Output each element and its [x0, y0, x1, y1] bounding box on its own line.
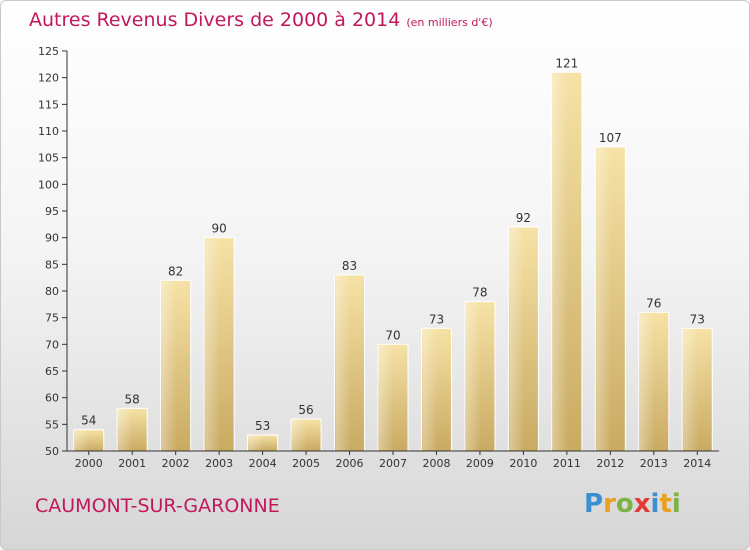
y-tick-label: 80 [45, 285, 59, 298]
bar-2002: 82 [160, 264, 192, 452]
logo-letter: o [615, 489, 634, 519]
bar-value-label: 73 [429, 312, 444, 326]
bar-2009: 78 [464, 286, 496, 452]
bar-highlight [465, 302, 481, 450]
bar-value-label: 121 [555, 56, 578, 70]
bar-highlight [161, 281, 177, 450]
bar-value-label: 78 [472, 286, 487, 300]
x-tick-label: 2007 [379, 457, 407, 470]
x-axis: 2000 2001 2002 2003 2004 2005 2006 2007 2008 2009… [67, 450, 719, 470]
x-tick-label: 2000 [75, 457, 103, 470]
bar-2000: 54 [73, 414, 105, 452]
bar-value-label: 70 [385, 328, 400, 342]
bars: 54 58 82 90 53 56 83 70 73 78 92 121 107 76 73 [73, 56, 713, 452]
y-tick-label: 120 [38, 72, 59, 85]
x-tick-label: 2001 [118, 457, 146, 470]
bar-value-label: 73 [690, 312, 705, 326]
bar-2011: 121 [551, 56, 583, 452]
y-tick-label: 115 [38, 98, 59, 111]
bar-highlight [422, 329, 438, 450]
bar-highlight [639, 313, 655, 450]
y-tick-label: 110 [38, 125, 59, 138]
bar-2008: 73 [420, 312, 452, 452]
x-tick-label: 2009 [466, 457, 494, 470]
x-tick-label: 2004 [249, 457, 277, 470]
y-tick-label: 125 [38, 45, 59, 58]
logo-letter: r [603, 489, 616, 519]
bar-highlight [292, 420, 308, 450]
x-tick-label: 2005 [292, 457, 320, 470]
bar-highlight [552, 73, 568, 450]
bar-highlight [118, 409, 134, 450]
y-tick-label: 50 [45, 445, 59, 458]
bar-value-label: 107 [599, 131, 622, 145]
x-tick-label: 2013 [640, 457, 668, 470]
y-tick-label: 60 [45, 392, 59, 405]
bar-value-label: 90 [211, 222, 226, 236]
bar-2014: 73 [681, 312, 713, 452]
y-tick-label: 70 [45, 338, 59, 351]
logo-letter: x [633, 489, 651, 519]
bar-value-label: 92 [516, 211, 531, 225]
x-tick-label: 2014 [683, 457, 711, 470]
bar-2006: 83 [334, 259, 366, 452]
y-tick-label: 100 [38, 178, 59, 191]
chart-unit: (en milliers d'€) [406, 16, 493, 29]
x-tick-label: 2010 [509, 457, 537, 470]
y-tick-label: 85 [45, 258, 59, 271]
y-tick-label: 105 [38, 152, 59, 165]
bar-highlight [335, 276, 351, 450]
y-tick-label: 75 [45, 312, 59, 325]
chart-title: Autres Revenus Divers de 2000 à 2014 [29, 9, 401, 31]
bar-2004: 53 [247, 419, 279, 452]
bar-value-label: 54 [81, 414, 96, 428]
x-tick-label: 2011 [553, 457, 581, 470]
bar-highlight [74, 430, 90, 450]
bar-2012: 107 [594, 131, 626, 452]
bar-highlight [683, 329, 699, 450]
bar-highlight [205, 238, 221, 450]
y-tick-label: 65 [45, 365, 59, 378]
y-tick-label: 95 [45, 205, 59, 218]
logo-letter: P [584, 489, 604, 519]
chart-title-group: Autres Revenus Divers de 2000 à 2014 (en … [29, 9, 493, 31]
x-tick-label: 2012 [596, 457, 624, 470]
y-tick-label: 90 [45, 232, 59, 245]
proxiti-logo: Proxiti [584, 489, 681, 519]
logo-letter: t [659, 489, 672, 519]
bar-value-label: 58 [125, 392, 140, 406]
bar-value-label: 56 [298, 403, 313, 417]
x-tick-label: 2008 [422, 457, 450, 470]
x-tick-label: 2006 [336, 457, 364, 470]
x-tick-label: 2003 [205, 457, 233, 470]
bar-value-label: 83 [342, 259, 357, 273]
bar-value-label: 76 [646, 296, 661, 310]
bar-highlight [509, 228, 525, 450]
x-tick-label: 2002 [162, 457, 190, 470]
bar-highlight [596, 148, 612, 450]
bar-value-label: 82 [168, 264, 183, 278]
logo-letter: i [650, 489, 660, 519]
bar-2013: 76 [638, 296, 670, 452]
bar-2010: 92 [507, 211, 539, 452]
logo-letter: i [671, 489, 681, 519]
bar-value-label: 53 [255, 419, 270, 433]
y-axis: 50 55 60 65 70 75 80 85 90 95 100 105 110 115 120 125 [38, 45, 68, 458]
bar-2007: 70 [377, 328, 409, 452]
y-tick-label: 55 [45, 418, 59, 431]
bar-2003: 90 [203, 222, 235, 452]
bar-highlight [379, 345, 394, 450]
city-name: CAUMONT-SUR-GARONNE [35, 495, 280, 517]
bar-highlight [248, 436, 264, 450]
bar-2001: 58 [116, 392, 148, 452]
bar-2005: 56 [290, 403, 322, 452]
